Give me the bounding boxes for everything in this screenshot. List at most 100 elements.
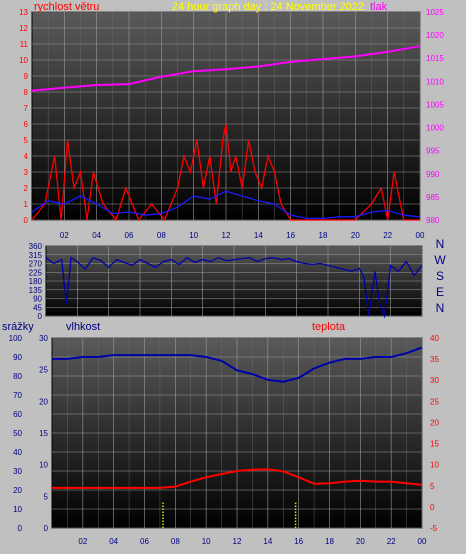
temperature-tick-label: -5 xyxy=(430,524,438,533)
x-tick-label: 04 xyxy=(92,231,101,240)
humidity-temperature-x-axis: 02 04 06 08 10 12 14 16 18 20 22 00 xyxy=(78,537,427,546)
compass-label: S xyxy=(436,269,444,283)
wind-speed-tick-label: 0 xyxy=(24,216,29,225)
wind-speed-tick-label: 6 xyxy=(24,120,29,129)
series-line-gust xyxy=(31,190,421,220)
humidity-tick-label: 70 xyxy=(13,391,22,400)
pressure-tick-label: 1020 xyxy=(426,31,444,40)
x-tick-label: 12 xyxy=(222,231,231,240)
x-tick-label: 02 xyxy=(60,231,69,240)
x-tick-label: 14 xyxy=(254,231,263,240)
x-tick-label: 18 xyxy=(319,231,328,240)
wind-speed-tick-label: 1 xyxy=(24,200,29,209)
rain-tick-label: 5 xyxy=(44,492,49,501)
wind-speed-tick-label: 2 xyxy=(24,184,29,193)
humidity-tick-label: 0 xyxy=(18,524,23,533)
chart-title: 24 hour graph day : 24 November 2022 xyxy=(172,1,364,13)
wind-pressure-series xyxy=(31,45,421,222)
pressure-tick-label: 1015 xyxy=(426,54,444,63)
humidity-temperature-series xyxy=(52,346,423,528)
pressure-tick-label: 985 xyxy=(426,193,440,202)
rain-tick-label: 10 xyxy=(39,461,48,470)
humidity-temperature-grid xyxy=(52,337,423,529)
wind-direction-tick-label: 90 xyxy=(33,295,42,304)
rain-tick-label: 15 xyxy=(39,429,48,438)
series-line-pressure xyxy=(31,45,421,92)
humidity-tick-label: 60 xyxy=(13,410,22,419)
temperature-tick-label: 0 xyxy=(430,503,435,512)
wind-direction-tick-label: 225 xyxy=(29,268,43,277)
x-tick-label: 22 xyxy=(383,231,392,240)
pressure-tick-label: 1000 xyxy=(426,124,444,133)
wind-speed-tick-label: 7 xyxy=(24,104,29,113)
temperature-tick-label: 25 xyxy=(430,397,439,406)
humidity-axis: 0 10 20 30 40 50 60 70 80 90 100 xyxy=(9,334,23,533)
rain-tick-label: 20 xyxy=(39,397,48,406)
temperature-tick-label: 10 xyxy=(430,461,439,470)
wind-speed-tick-label: 11 xyxy=(20,40,29,49)
pressure-tick-label: 980 xyxy=(426,216,440,225)
x-tick-label: 08 xyxy=(157,231,166,240)
humidity-tick-label: 90 xyxy=(13,353,22,362)
x-tick-label: 20 xyxy=(351,231,360,240)
wind-speed-tick-label: 12 xyxy=(19,24,28,33)
x-tick-label: 10 xyxy=(189,231,198,240)
wind-speed-tick-label: 3 xyxy=(24,168,29,177)
x-tick-label: 18 xyxy=(325,537,334,546)
pressure-tick-label: 990 xyxy=(426,170,440,179)
wind-speed-tick-label: 10 xyxy=(19,56,28,65)
temperature-tick-label: 20 xyxy=(430,418,439,427)
temperature-tick-label: 30 xyxy=(430,376,439,385)
x-tick-label: 04 xyxy=(109,537,118,546)
x-tick-label: 22 xyxy=(387,537,396,546)
temperature-tick-label: 5 xyxy=(430,482,435,491)
wind-speed-tick-label: 4 xyxy=(24,152,29,161)
pressure-tick-label: 1010 xyxy=(426,77,444,86)
series-line-wind-speed xyxy=(31,123,420,222)
pressure-axis: 980 985 990 995 1000 1005 1010 1015 1020 1025 xyxy=(426,8,444,225)
x-tick-label: 00 xyxy=(416,231,425,240)
x-tick-label: 06 xyxy=(125,231,134,240)
pressure-tick-label: 1025 xyxy=(426,8,444,17)
x-tick-label: 12 xyxy=(233,537,242,546)
wind-direction-tick-label: 180 xyxy=(29,277,43,286)
pressure-tick-label: 1005 xyxy=(426,100,444,109)
compass-label: N xyxy=(436,237,445,251)
wind-direction-tick-label: 315 xyxy=(29,251,43,260)
x-tick-label: 20 xyxy=(356,537,365,546)
wind-direction-grid xyxy=(46,245,423,317)
wind-speed-tick-label: 9 xyxy=(24,72,29,81)
rain-axis: 0 5 10 15 20 25 30 xyxy=(39,334,48,533)
x-tick-label: 02 xyxy=(78,537,87,546)
humidity-tick-label: 100 xyxy=(9,334,23,343)
wind-direction-tick-label: 270 xyxy=(29,260,43,269)
wind-direction-series xyxy=(45,256,423,319)
x-tick-label: 08 xyxy=(171,537,180,546)
humidity-axis-title: vlhkost xyxy=(66,321,100,333)
wind-direction-tick-label: 360 xyxy=(29,242,43,251)
compass-label: W xyxy=(434,253,446,267)
humidity-tick-label: 20 xyxy=(13,486,22,495)
x-tick-label: 16 xyxy=(286,231,295,240)
wind-speed-tick-label: 5 xyxy=(24,136,29,145)
x-tick-label: 06 xyxy=(140,537,149,546)
humidity-tick-label: 30 xyxy=(13,467,22,476)
rain-tick-label: 0 xyxy=(44,524,49,533)
x-tick-label: 00 xyxy=(418,537,427,546)
pressure-axis-title: tlak xyxy=(370,1,388,13)
humidity-tick-label: 80 xyxy=(13,372,22,381)
compass-label: N xyxy=(436,301,445,315)
wind-direction-tick-label: 0 xyxy=(38,312,43,321)
wind-speed-tick-label: 13 xyxy=(19,8,28,17)
series-line-temperature xyxy=(52,468,423,489)
x-tick-label: 10 xyxy=(202,537,211,546)
rain-tick-label: 30 xyxy=(39,334,48,343)
temperature-tick-label: 40 xyxy=(430,334,439,343)
temperature-tick-label: 15 xyxy=(430,440,439,449)
